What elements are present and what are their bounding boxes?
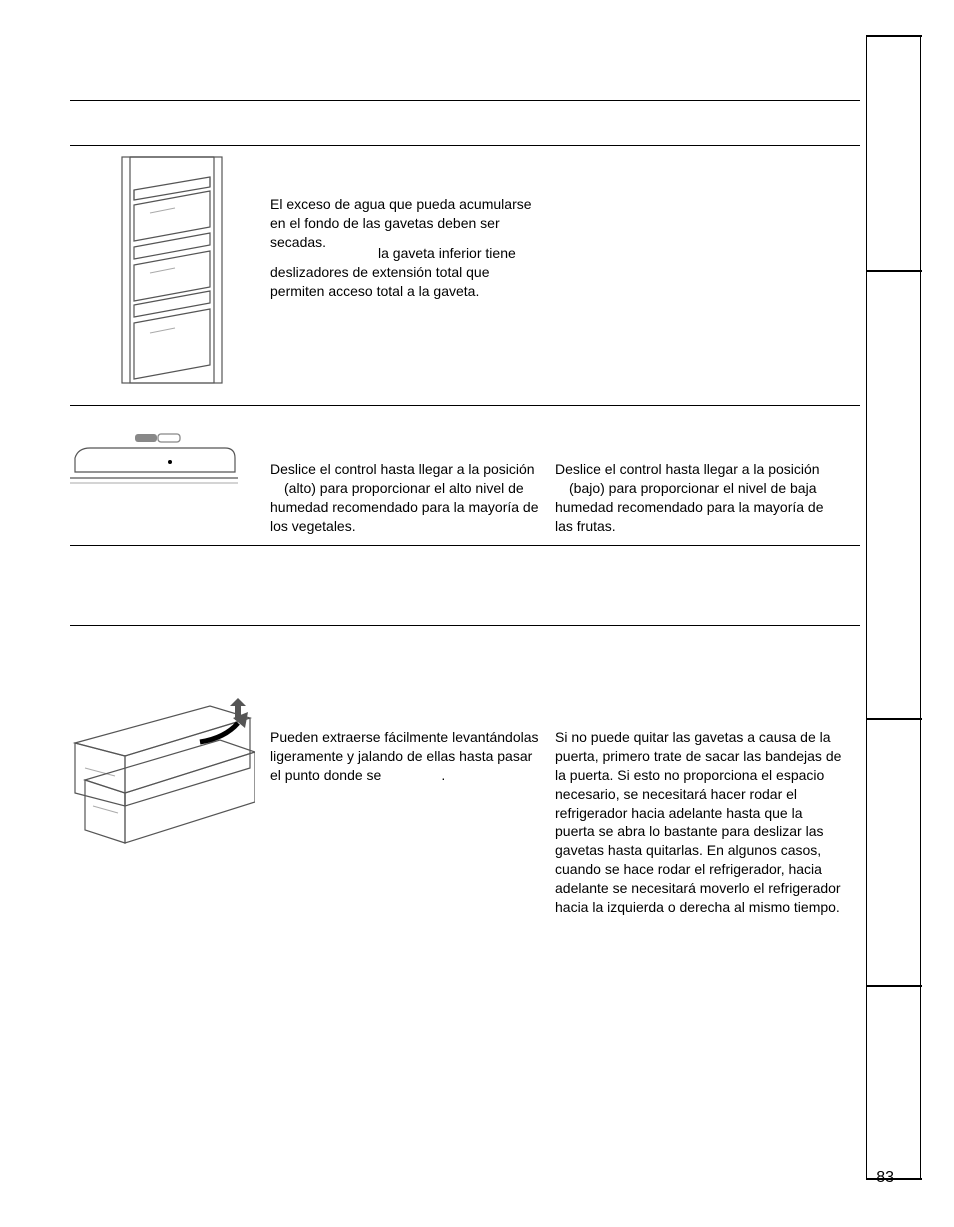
side-rule-vertical-inner [866,35,867,1180]
sec1-p2-lead: la gaveta inferior [378,245,482,261]
sec3-left: Pueden extraerse fácilmente levantándola… [270,728,545,785]
sec1-p2: la gaveta inferior tiene deslizadores de… [270,244,545,301]
page-number: 83 [876,1169,894,1187]
sec2-left: Deslice el control hasta llegar a la pos… [270,460,540,536]
side-tick-top [866,35,922,37]
sec2-left-1: Deslice el control hasta llegar a la pos… [270,461,535,477]
page-root: El exceso de agua que pueda acumularse e… [0,0,954,1227]
sec2-right: Deslice el control hasta llegar a la pos… [555,460,835,536]
sec2-right-3: humedad recomendado para la mayoría de l… [555,499,824,534]
rule-top-2 [70,145,860,146]
sec2-left-2: (alto) para proporcionar el alto nivel d… [284,480,524,496]
rule-sec2-bottom [70,545,860,546]
sec3-left-1: Pueden extraerse fácilmente levantándola… [270,729,539,783]
side-rule-vertical [920,35,921,1180]
drawer-removal-illustration [70,698,255,848]
sec2-left-3: humedad recomendado para la mayoría de l… [270,499,539,534]
sec3-right: Si no puede quitar las gavetas a causa d… [555,728,843,917]
rule-sec1-bottom [70,405,860,406]
fridge-compartment-illustration [120,155,225,385]
sec3-left-end: . [441,767,445,783]
humidity-slider-illustration [70,430,238,490]
side-tick-2 [866,718,922,720]
side-tick-bottom [866,1178,922,1180]
side-tick-1 [866,270,922,272]
rule-sec3-top [70,625,860,626]
rule-top-1 [70,100,860,101]
sec2-right-1: Deslice el control hasta llegar a la pos… [555,461,820,477]
sec2-right-2: (bajo) para proporcionar el nivel de baj… [569,480,816,496]
side-tick-3 [866,985,922,987]
